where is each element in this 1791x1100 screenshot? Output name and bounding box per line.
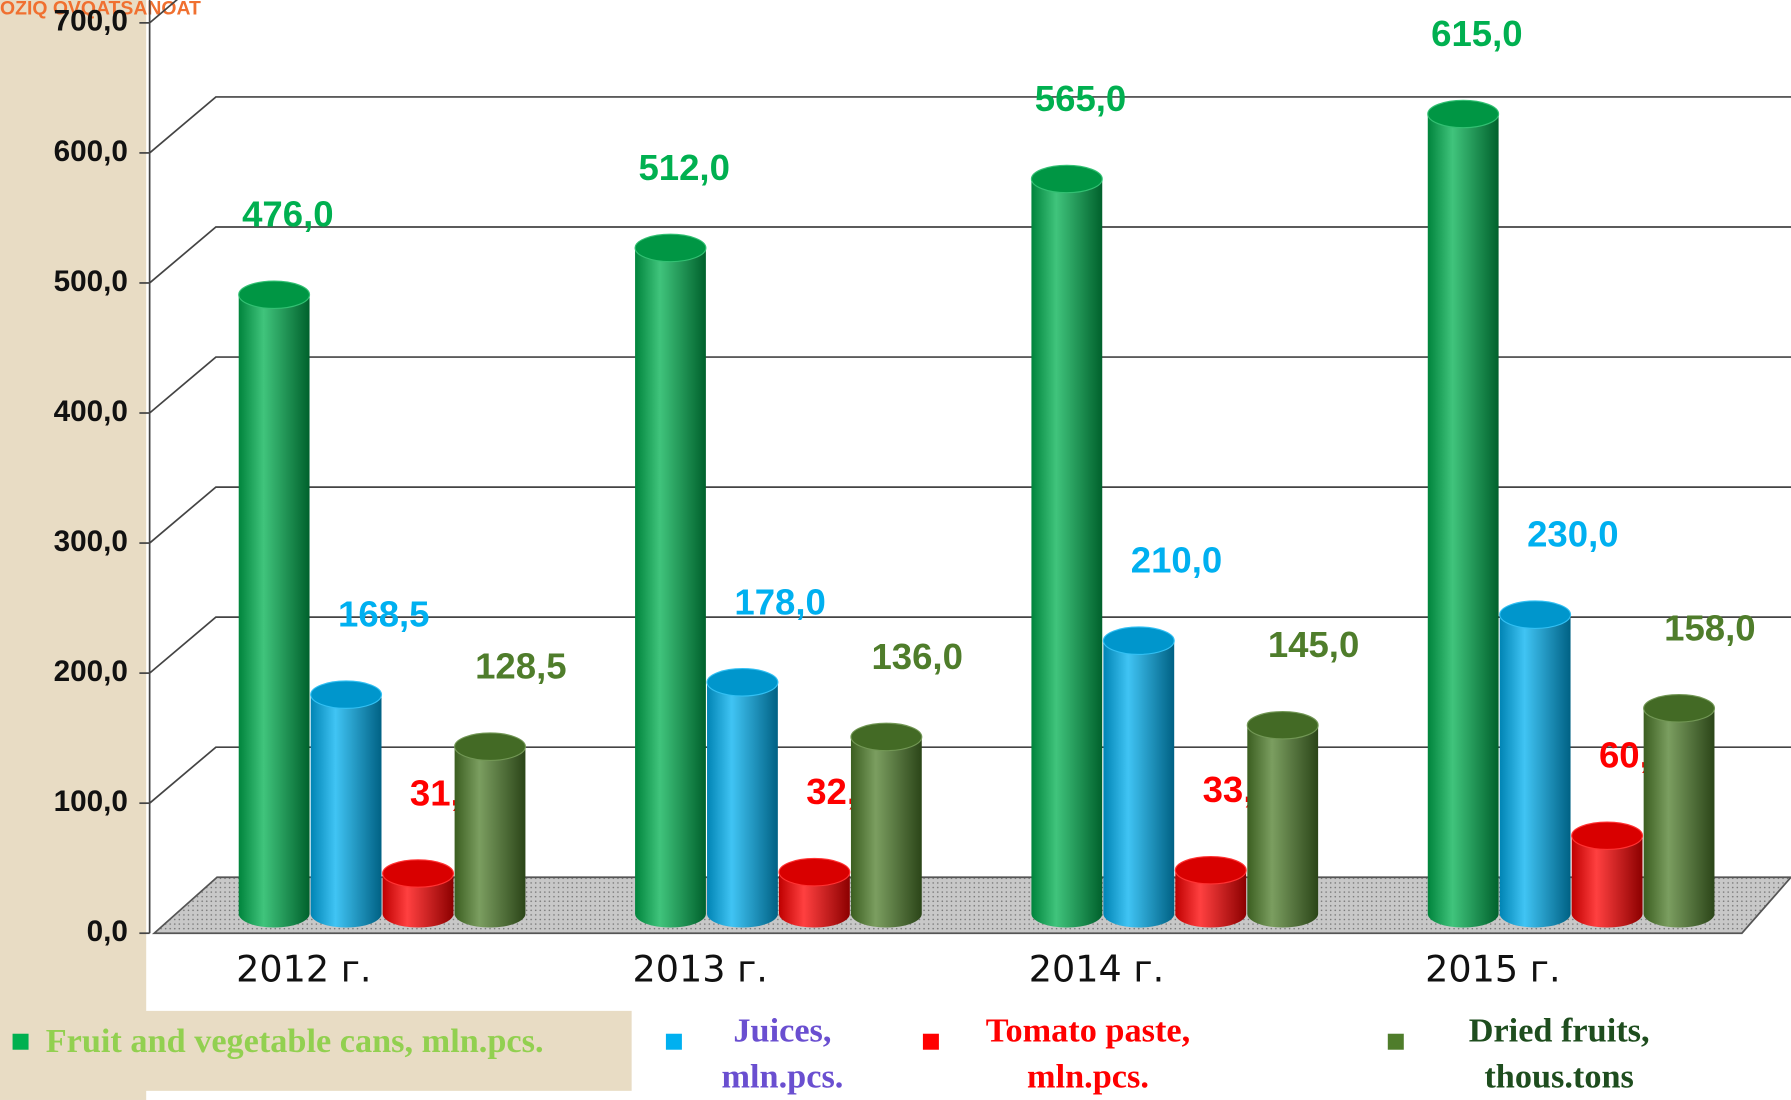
y-tick-label: 200,0 — [54, 655, 128, 688]
bar — [238, 294, 310, 928]
y-tick-label: 100,0 — [54, 785, 128, 818]
bar-top — [1030, 164, 1103, 194]
legend-label: Fruit and vegetable cans, mln.pcs. — [45, 1022, 544, 1061]
legend-item: Juices, mln.pcs. — [721, 1012, 844, 1096]
value-label: 168,5 — [338, 594, 429, 635]
legend-box — [0, 1010, 632, 1091]
bar — [1427, 113, 1499, 928]
grid-line — [149, 0, 179, 24]
value-label: 145,0 — [1268, 624, 1359, 665]
value-label: 512,0 — [638, 147, 729, 188]
legend-item: Tomato paste, mln.pcs. — [985, 1012, 1191, 1096]
legend-label: Tomato paste, mln.pcs. — [985, 1012, 1191, 1096]
y-tick-label: 0,0 — [87, 915, 128, 948]
value-label: 615,0 — [1431, 13, 1522, 54]
floor — [151, 876, 1791, 935]
value-label: 230,0 — [1527, 514, 1618, 555]
grid-line — [149, 486, 1791, 544]
bar — [1571, 835, 1643, 928]
y-tick-label: 600,0 — [54, 135, 128, 168]
bar — [850, 736, 922, 928]
bar-top — [1246, 710, 1319, 740]
bar — [310, 694, 382, 928]
bar-top — [1102, 626, 1175, 655]
bar-top — [382, 859, 455, 888]
bar-top — [778, 857, 851, 887]
bar-top — [1643, 694, 1716, 723]
bar-top — [850, 722, 923, 752]
grid-line — [149, 226, 1791, 284]
bar-top — [1174, 855, 1247, 885]
x-tick-label: 2014 г. — [1029, 947, 1164, 990]
bar — [1499, 614, 1571, 928]
legend-marker — [1387, 1033, 1404, 1050]
bar — [778, 872, 850, 928]
bar-top — [1571, 821, 1644, 851]
y-tick-label: 400,0 — [54, 395, 128, 428]
x-tick-label: 2013 г. — [632, 947, 767, 990]
y-tick-label: 700,0 — [54, 5, 128, 38]
left-strip — [0, 0, 147, 1100]
bar-top — [454, 732, 526, 761]
legend-item: Dried fruits, thous.tons — [1468, 1012, 1650, 1096]
value-label: 128,5 — [475, 646, 566, 687]
bar — [635, 247, 706, 928]
legend-marker — [922, 1033, 939, 1050]
value-label: 565,0 — [1035, 78, 1126, 119]
legend-label: Dried fruits, thous.tons — [1468, 1012, 1650, 1096]
y-tick-label: 300,0 — [54, 525, 128, 558]
bar-top — [1427, 99, 1500, 129]
bar — [382, 873, 454, 928]
bar-top — [634, 233, 707, 263]
value-label: 158,0 — [1664, 607, 1755, 648]
bar-top — [1499, 600, 1572, 629]
bar-top — [238, 280, 311, 310]
bar — [1103, 640, 1175, 928]
y-tick-label: 500,0 — [54, 265, 128, 298]
bar-top — [310, 680, 383, 709]
grid-line — [149, 96, 1791, 154]
grid-line — [149, 616, 1791, 674]
bar — [1643, 708, 1715, 928]
bar — [1031, 179, 1103, 928]
value-label: 210,0 — [1131, 540, 1222, 581]
value-label: 136,0 — [871, 636, 962, 677]
bar — [454, 746, 526, 928]
legend-item: Fruit and vegetable cans, mln.pcs. — [45, 1022, 544, 1061]
legend-label: Juices, mln.pcs. — [721, 1012, 844, 1096]
grid-line — [149, 356, 1791, 414]
bar — [707, 682, 778, 928]
x-tick-label: 2012 г. — [236, 947, 371, 990]
x-tick-label: 2015 г. — [1425, 947, 1560, 990]
legend-marker — [12, 1033, 29, 1050]
legend-marker — [665, 1033, 682, 1050]
watermark: OZIQ OVQATSANOAT — [0, 0, 201, 19]
value-label: 178,0 — [734, 581, 825, 622]
value-label: 476,0 — [242, 194, 333, 235]
bar-top — [706, 668, 779, 697]
bar — [1175, 870, 1247, 928]
bar — [1247, 725, 1319, 928]
